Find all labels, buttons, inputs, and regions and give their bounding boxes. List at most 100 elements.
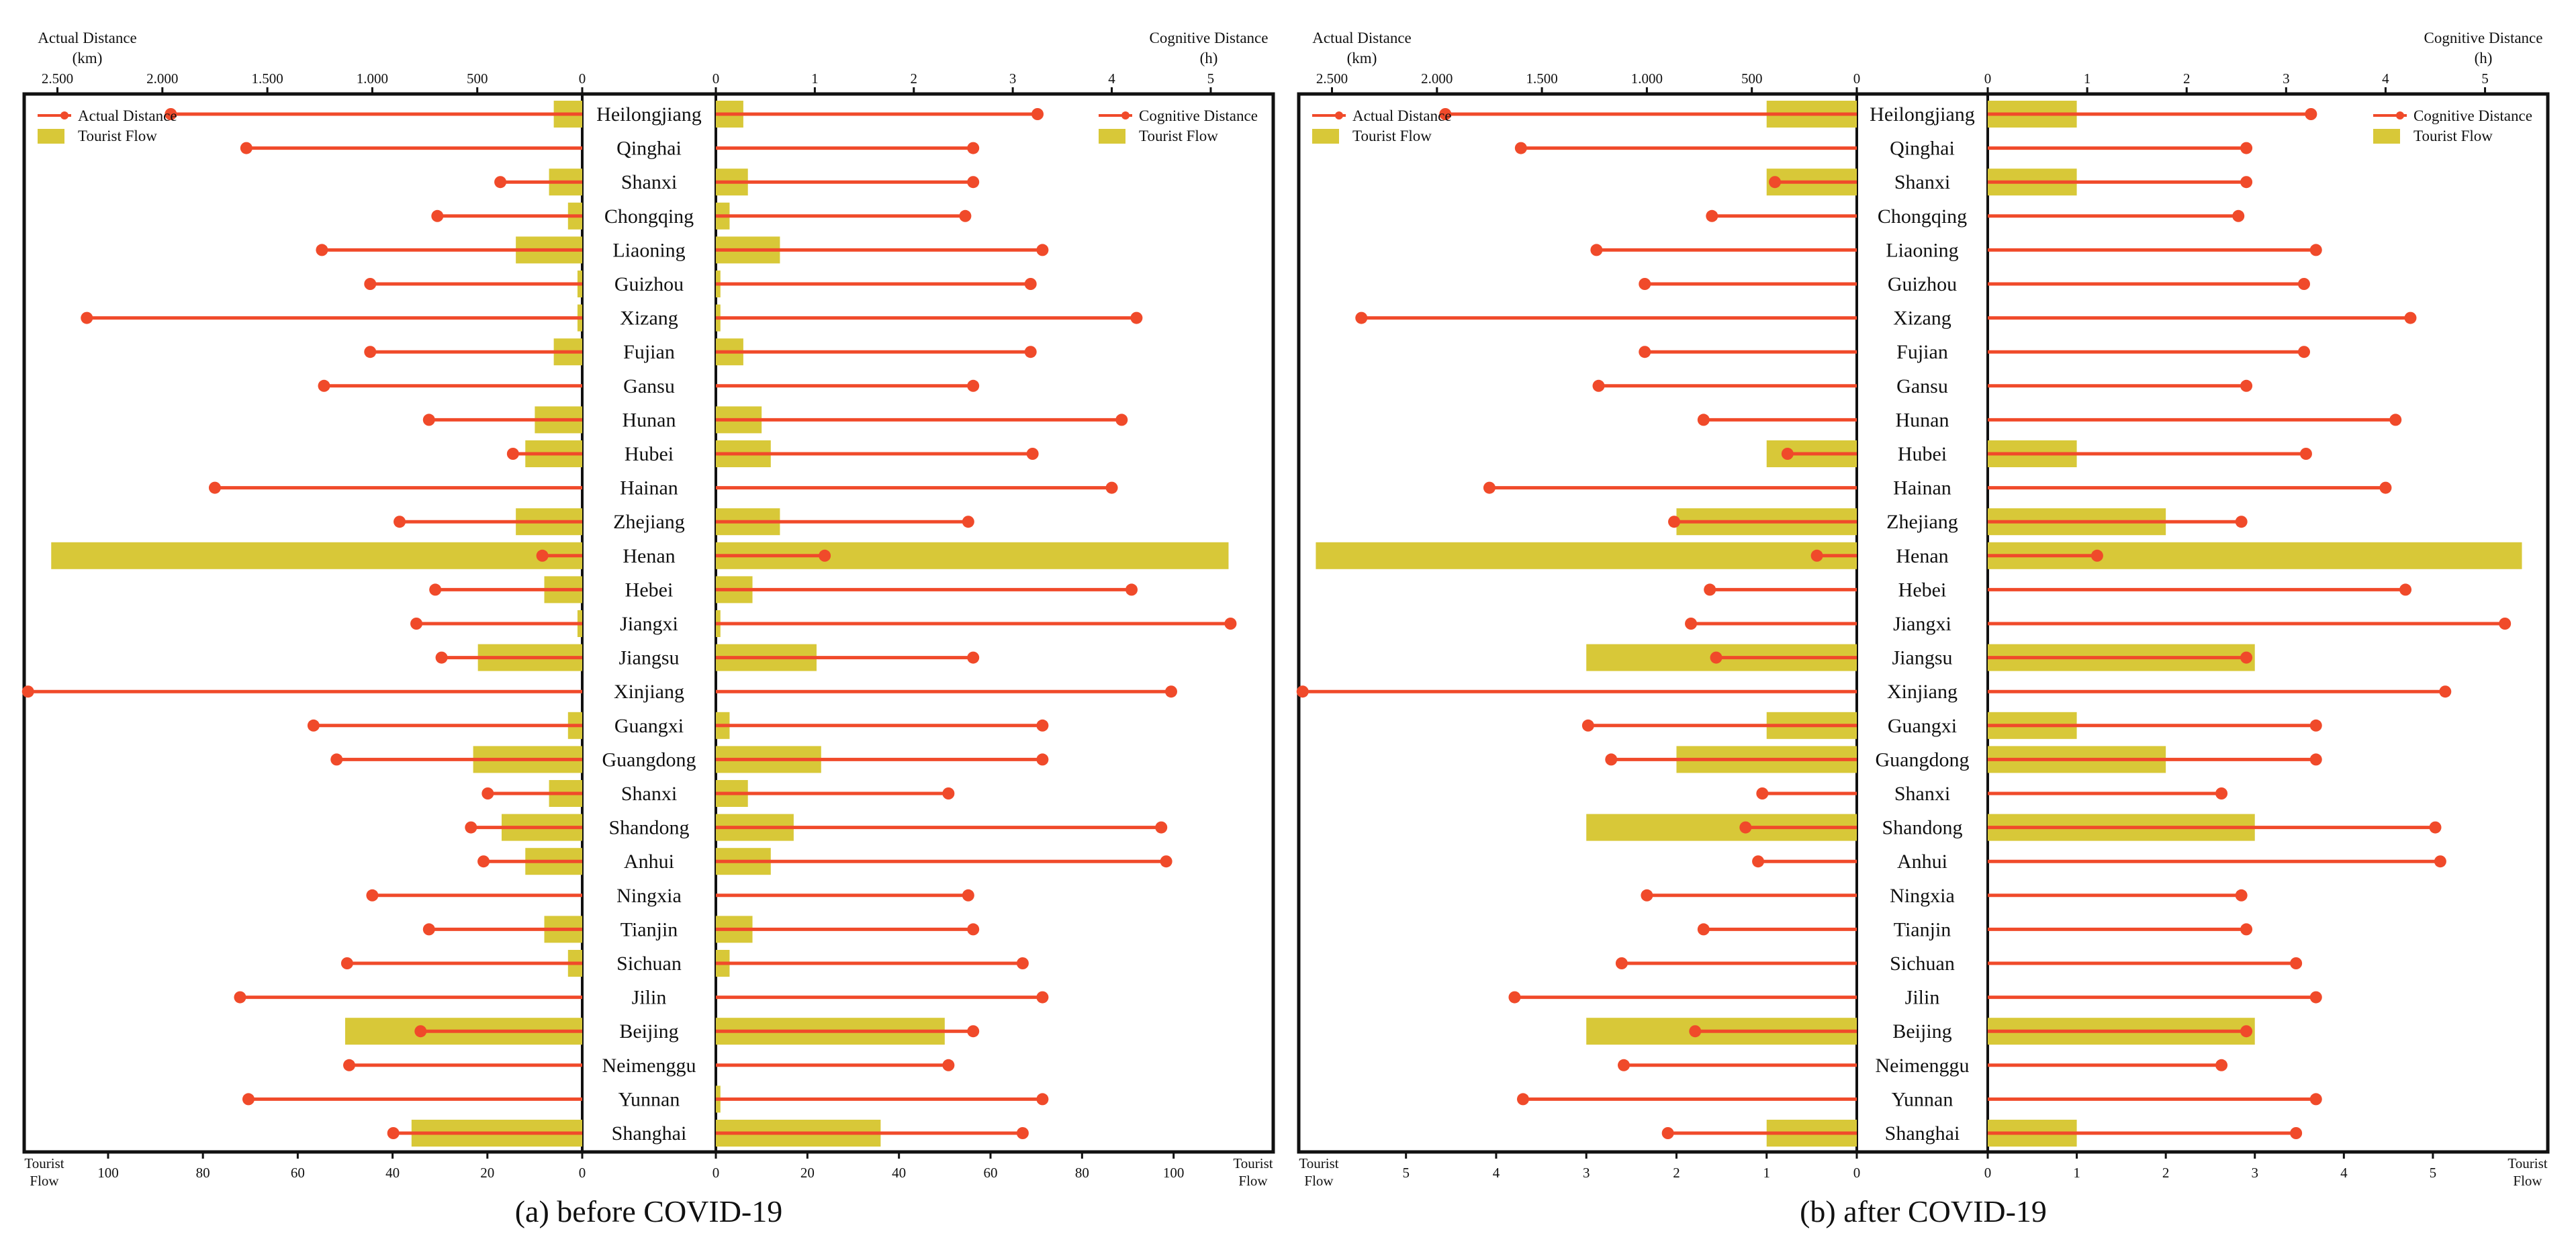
panel-b-left-top-tick-label: 1.000 — [1631, 70, 1663, 87]
panel-b-distance-point — [1810, 549, 1823, 562]
panel-b-cognitive-point — [2439, 685, 2452, 698]
panel-a-right-top-tick-label: 2 — [911, 70, 918, 87]
panel-b-cognitive-point — [2309, 753, 2322, 766]
panel-a-cognitive-point — [1036, 1093, 1049, 1106]
panel-b-distance-point — [1514, 142, 1527, 154]
panel-b-province-label: Xinjiang — [1887, 681, 1958, 703]
panel-b-cognitive-point — [2240, 651, 2253, 664]
panel-b-province-label: Hebei — [1898, 579, 1947, 601]
panel-a-left-bottom-tick-label: 80 — [196, 1165, 210, 1181]
panel-a-left-top-tick-label: 1.500 — [251, 70, 283, 87]
panel-b-right-bottom-tick-label: 4 — [2340, 1165, 2348, 1181]
panel-a-province-label: Beijing — [619, 1020, 678, 1043]
panel-b-left-bottom-tick-label: 0 — [1853, 1165, 1861, 1181]
panel-b-cognitive-point — [2399, 583, 2412, 596]
panel-a-right-axis-unit: (h) — [1200, 50, 1218, 66]
panel-b-distance-point — [1756, 787, 1769, 800]
panel-a-cognitive-point — [819, 549, 831, 562]
panel-b-left-top-tick-label: 500 — [1741, 70, 1763, 87]
panel-a-cognitive-point — [1036, 244, 1049, 256]
panel-a-cognitive-point — [942, 787, 955, 800]
panel-b-distance-point — [1590, 244, 1603, 256]
panel-b-right-top-tick-label: 1 — [2084, 70, 2091, 87]
panel-a-province-label: Shandong — [609, 817, 690, 839]
panel-b-legend-flow-swatch-left — [1312, 129, 1339, 144]
panel-a-province-label: Sichuan — [616, 953, 682, 975]
panel-a-left-axis-title: Actual Distance — [38, 30, 137, 46]
panel-b-distance-point — [1639, 346, 1651, 358]
panel-b-distance-point — [1355, 311, 1368, 324]
panel-a-province-label: Jiangsu — [619, 647, 680, 669]
panel-b-province-label: Xizang — [1893, 307, 1951, 330]
panel-b-left-flow-title: Tourist — [1299, 1155, 1338, 1171]
panel-a-cognitive-point — [967, 1025, 980, 1038]
panel-b-left-bottom-tick-label: 5 — [1402, 1165, 1410, 1181]
panel-b-legend-cognitive-label: Cognitive Distance — [2413, 107, 2532, 124]
panel-a-cognitive-point — [967, 651, 980, 664]
panel-a-distance-point — [422, 923, 435, 936]
panel-a-right-top-tick-label: 1 — [811, 70, 819, 87]
panel-a-cognitive-point — [967, 379, 980, 392]
panel-a-right-bottom-tick-label: 60 — [984, 1165, 998, 1181]
panel-a-right-bottom-tick-label: 40 — [892, 1165, 906, 1181]
panel-a-cognitive-point — [942, 1059, 955, 1071]
panel-b-right-flow-title: Tourist — [2508, 1155, 2547, 1171]
panel-b-left-bottom-tick-label: 3 — [1583, 1165, 1590, 1181]
panel-b-distance-point — [1508, 991, 1521, 1004]
panel-a-cognitive-point — [1164, 685, 1177, 698]
panel-b-province-label: Jiangsu — [1892, 647, 1953, 669]
panel-b-cognitive-point — [2309, 719, 2322, 732]
panel-a-distance-point — [506, 448, 519, 460]
panel-a-distance-point — [431, 209, 444, 222]
panel-a-distance-point — [481, 787, 494, 800]
panel-b-left-bottom-tick-label: 2 — [1673, 1165, 1680, 1181]
panel-b-right-top-tick-label: 4 — [2382, 70, 2389, 87]
panel-b-right-flow-unit: Flow — [2513, 1173, 2542, 1189]
panel-a-left-flow-title: Tourist — [24, 1155, 64, 1171]
panel-a-distance-point — [340, 957, 353, 969]
panel-b-distance-point — [1605, 753, 1618, 766]
panel-a-distance-point — [307, 719, 320, 732]
panel-b-distance-point — [1697, 414, 1710, 426]
panel-a-distance-point — [366, 889, 379, 902]
panel-a-left-top-tick-label: 500 — [467, 70, 488, 87]
panel-b-province-label: Guangxi — [1888, 715, 1957, 737]
panel-b-left-top-tick-label: 0 — [1853, 70, 1861, 87]
panel-a-distance-point — [165, 108, 177, 120]
panel-a-left-top-tick-label: 0 — [579, 70, 586, 87]
panel-a-left-top-tick-label: 2.500 — [42, 70, 73, 87]
panel-a-cognitive-point — [967, 142, 980, 154]
panel-b-distance-point — [1581, 719, 1594, 732]
panel-a-province-label: Xinjiang — [614, 681, 684, 703]
panel-a-distance-point — [242, 1093, 255, 1106]
panel-b-right-bottom-tick-label: 5 — [2430, 1165, 2437, 1181]
panel-a-flow-bar-left — [51, 542, 582, 569]
panel-a-legend-cognitive-marker — [1121, 111, 1130, 119]
panel-b-distance-point — [1439, 108, 1452, 120]
panel-b-legend-actual-label: Actual Distance — [1352, 107, 1452, 124]
panel-b-province-label: Henan — [1896, 545, 1948, 567]
panel-a-legend-flow-swatch-right — [1099, 129, 1125, 144]
panel-a-legend-actual-label: Actual Distance — [78, 107, 177, 124]
panel-b-right-bottom-tick-label: 3 — [2251, 1165, 2258, 1181]
panel-a-distance-point — [343, 1059, 356, 1071]
panel-a-cognitive-point — [1016, 1127, 1029, 1139]
panel-a-right-bottom-tick-label: 80 — [1075, 1165, 1089, 1181]
panel-b-cognitive-point — [2290, 1127, 2303, 1139]
panel-b-legend-flow-label-right: Tourist Flow — [2413, 128, 2493, 144]
panel-b-province-label: Shandong — [1882, 817, 1963, 839]
panel-b-right-bottom-tick-label: 0 — [1984, 1165, 1992, 1181]
panel-a-province-label: Ningxia — [616, 885, 682, 907]
panel-a-province-label: Xizang — [620, 307, 678, 330]
panel-a-distance-point — [240, 142, 252, 154]
panel-b-right-bottom-tick-label: 2 — [2162, 1165, 2170, 1181]
panel-a-right-flow-unit: Flow — [1238, 1173, 1268, 1189]
panel-b-distance-point — [1704, 583, 1716, 596]
panel-a-right-flow-title: Tourist — [1233, 1155, 1273, 1171]
panel-b-province-label: Hainan — [1893, 477, 1951, 499]
panel-b-frame — [1297, 92, 2550, 1154]
panel-a-left-flow-unit: Flow — [30, 1173, 59, 1189]
panel-a-distance-point — [387, 1127, 400, 1139]
panel-b-distance-point — [1639, 278, 1651, 290]
